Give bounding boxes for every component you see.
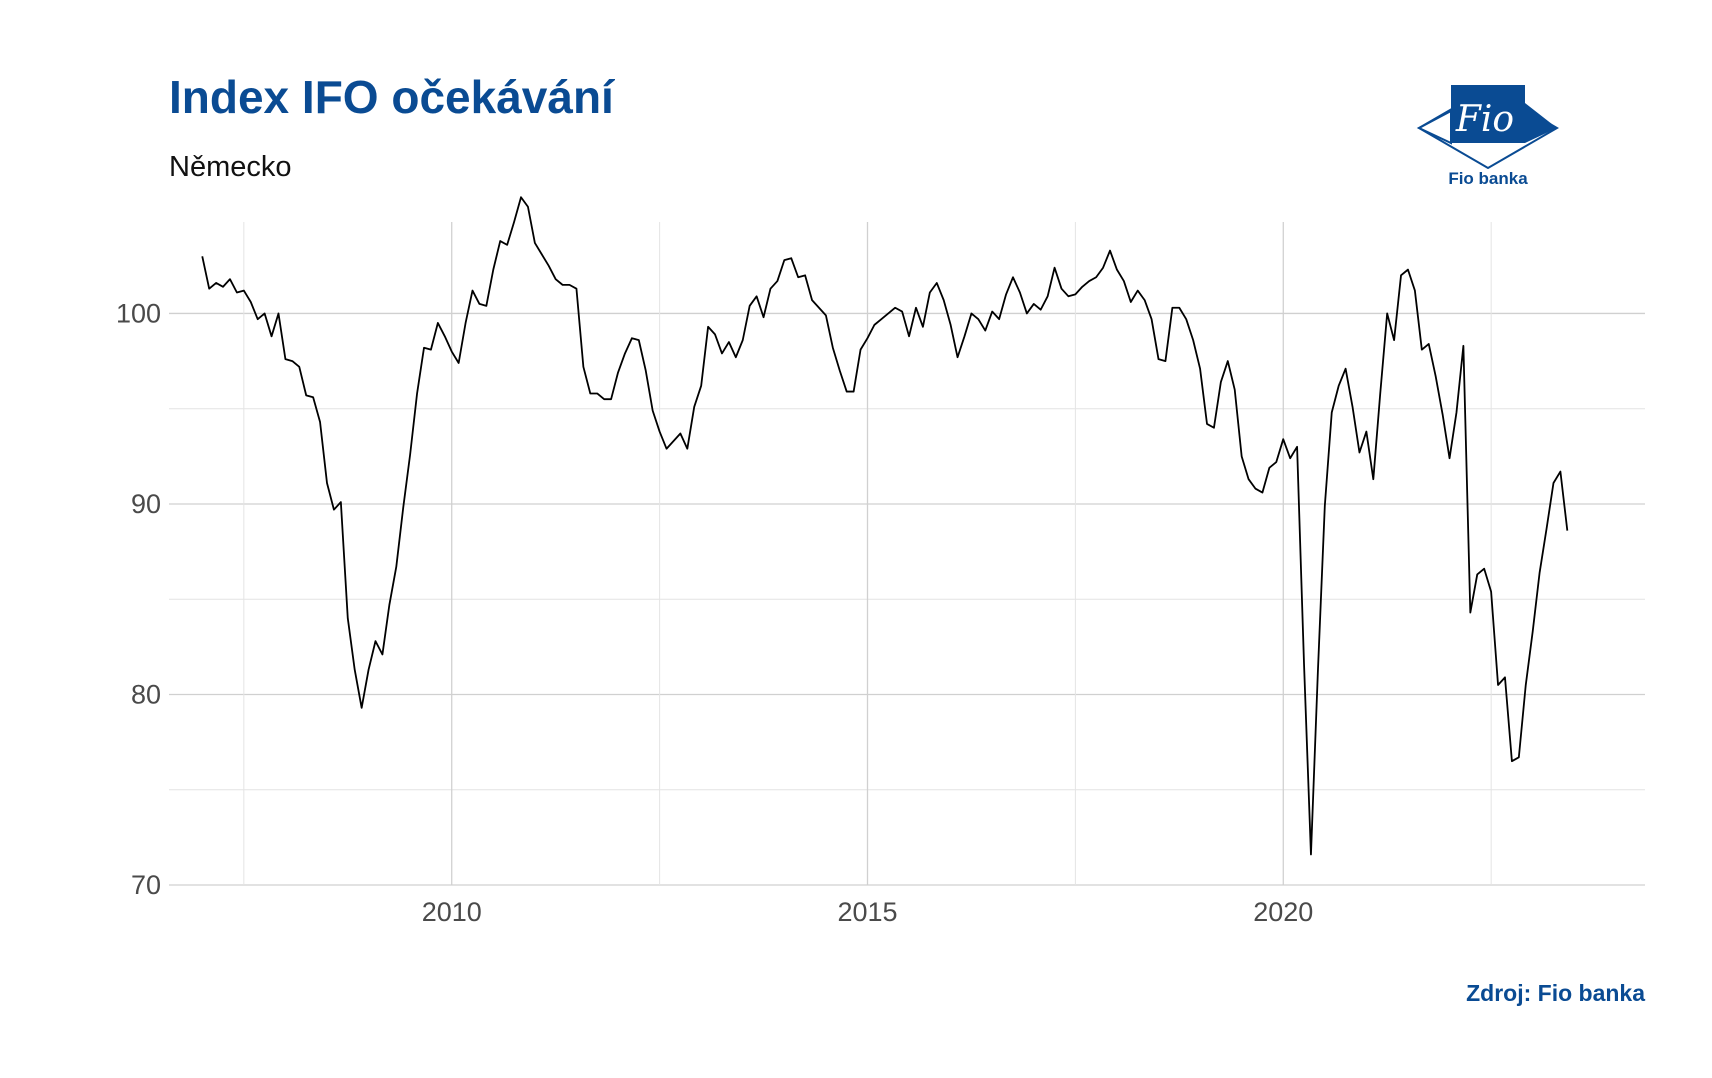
logo-label: Fio banka [1448, 169, 1528, 188]
x-tick-label: 2020 [1253, 897, 1313, 927]
x-tick-label: 2015 [837, 897, 897, 927]
y-tick-label: 80 [131, 679, 161, 709]
y-tick-label: 90 [131, 489, 161, 519]
y-tick-label: 100 [116, 298, 161, 328]
chart-title: Index IFO očekávání [169, 71, 614, 123]
logo-mark-text: Fio [1455, 99, 1514, 140]
x-tick-label: 2010 [422, 897, 482, 927]
fio-logo-icon: Fio [1416, 85, 1559, 170]
source-note: Zdroj: Fio banka [1466, 980, 1645, 1006]
grid-lines [169, 222, 1645, 886]
chart-subtitle: Německo [169, 151, 292, 183]
axis-tick-labels: 70 80 90 100 2010 2015 2020 [116, 298, 1313, 927]
series-line-ifo [201, 196, 1569, 856]
fio-banka-logo: Fio Fio banka [1413, 83, 1563, 193]
y-tick-label: 70 [131, 870, 161, 900]
